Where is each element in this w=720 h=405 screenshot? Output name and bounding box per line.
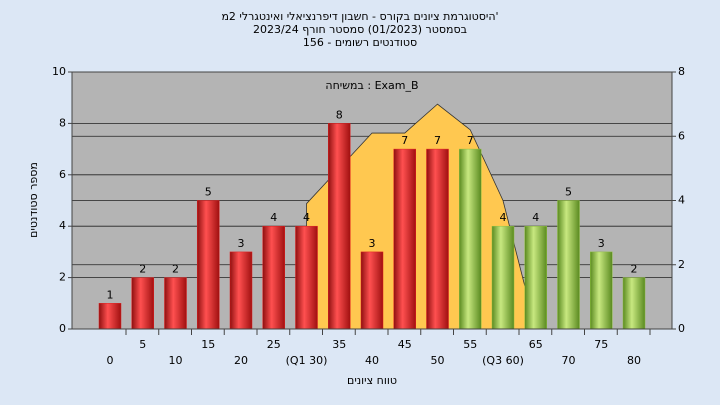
value-label: 7	[434, 134, 441, 147]
bar	[164, 277, 187, 330]
value-label: 2	[631, 263, 638, 276]
x-tick-label: 25	[267, 338, 281, 351]
bar	[327, 123, 351, 330]
x-tick-label: 10	[168, 354, 182, 367]
x-tick-label: 40	[365, 354, 379, 367]
x-tick-label: 80	[627, 354, 641, 367]
y-tick-label: 10	[52, 65, 66, 78]
x-tick-label: 20	[234, 354, 248, 367]
bar	[459, 148, 482, 330]
value-label: 3	[237, 237, 244, 250]
y2-tick-label: 4	[678, 194, 685, 207]
value-label: 7	[401, 134, 408, 147]
annotation: במשיחה : Exam_B	[325, 79, 418, 92]
bar	[557, 200, 580, 330]
bar	[524, 225, 548, 330]
bar	[360, 251, 384, 330]
y-tick-label: 0	[59, 322, 66, 335]
value-label: 4	[532, 211, 539, 224]
x-axis-label: טווח ציונים	[347, 374, 397, 387]
x-tick-label: 0	[106, 354, 113, 367]
bar	[262, 225, 285, 330]
value-label: 4	[500, 211, 507, 224]
bar	[295, 225, 318, 330]
bar	[393, 148, 417, 330]
subtitle: סטודנטים רשומים - 156	[303, 36, 417, 49]
bar	[98, 303, 122, 330]
bar	[131, 277, 154, 330]
value-label: 7	[467, 134, 474, 147]
bar	[491, 225, 515, 330]
y-tick-label: 8	[59, 116, 66, 129]
x-tick-label: 50	[431, 354, 445, 367]
bar	[196, 200, 220, 330]
y-tick-label: 2	[59, 271, 66, 284]
x-tick-label: 65	[529, 338, 543, 351]
x-tick-label: (Q3 60)	[482, 354, 524, 367]
value-label: 2	[172, 263, 179, 276]
x-tick-label: 45	[398, 338, 412, 351]
y-tick-label: 6	[59, 168, 66, 181]
bar	[229, 251, 253, 330]
value-label: 1	[106, 288, 113, 301]
value-label: 4	[270, 211, 277, 224]
bar	[622, 277, 646, 330]
x-tick-label: 15	[201, 338, 215, 351]
value-label: 3	[598, 237, 605, 250]
value-label: 3	[369, 237, 376, 250]
y2-tick-label: 8	[678, 65, 685, 78]
x-tick-label: 55	[463, 338, 477, 351]
y-tick-label: 4	[59, 219, 66, 232]
y2-tick-label: 2	[678, 258, 685, 271]
value-label: 4	[303, 211, 310, 224]
y2-tick-label: 0	[678, 322, 685, 335]
chart-title: היסטוגרמת ציונים בקורס - חשבון דיפרנציאל…	[221, 10, 498, 23]
value-label: 5	[205, 186, 212, 199]
bar	[590, 251, 613, 330]
x-tick-label: 75	[594, 338, 608, 351]
value-label: 8	[336, 108, 343, 121]
y-axis-label: מספר סטודנטים	[27, 162, 40, 238]
x-tick-label: (Q1 30)	[286, 354, 328, 367]
x-tick-label: 70	[562, 354, 576, 367]
x-tick-label: 5	[139, 338, 146, 351]
subtitle: בסמסטר (01/2023) סמסטר חורף 2023/24	[253, 23, 467, 36]
bar	[426, 148, 449, 330]
y2-tick-label: 6	[678, 129, 685, 142]
x-tick-label: 35	[332, 338, 346, 351]
value-label: 5	[565, 186, 572, 199]
value-label: 2	[139, 263, 146, 276]
